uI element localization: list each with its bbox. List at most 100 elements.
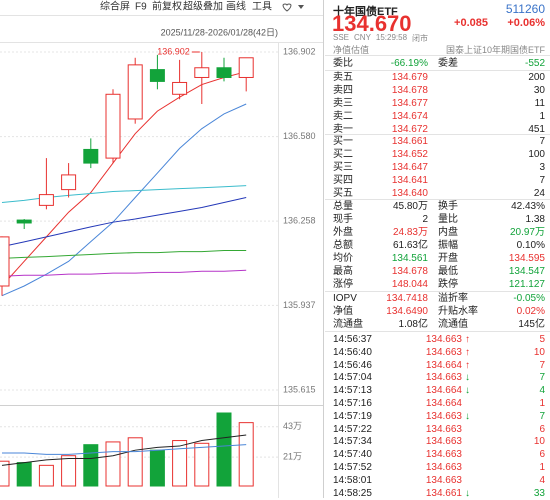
stat-row: 涨停 148.044 跌停 121.127 bbox=[325, 278, 550, 291]
level-label: 买五 bbox=[333, 188, 353, 199]
y-tick-label: 136.580 bbox=[283, 131, 316, 141]
volume-average bbox=[1, 434, 247, 466]
level-label: 买三 bbox=[333, 162, 353, 173]
tick-volume: 4 bbox=[539, 385, 545, 397]
label: 内盘 bbox=[438, 227, 458, 238]
tick-time: 14:57:34 bbox=[333, 436, 372, 448]
candle-body bbox=[127, 64, 143, 120]
value: 45.80万 bbox=[392, 201, 428, 212]
volume-bar bbox=[127, 437, 143, 487]
volume-bar bbox=[0, 460, 10, 487]
value: 20.97万 bbox=[509, 227, 545, 238]
menu-caret[interactable] bbox=[298, 5, 304, 9]
max-label: 136.902 bbox=[157, 46, 190, 56]
level-volume: 1 bbox=[539, 111, 545, 122]
label: 净值 bbox=[333, 306, 353, 317]
nav-label: 净值估值 bbox=[333, 45, 370, 55]
status-bar: SSE CNY 15:29:58 闭市 bbox=[333, 33, 428, 44]
stat-row: 外盘 24.83万 内盘 20.97万 bbox=[325, 226, 550, 239]
tick-row: 14:57:52 134.663 1 bbox=[325, 461, 550, 474]
level-volume: 200 bbox=[528, 72, 545, 83]
label: 均价 bbox=[333, 253, 353, 264]
level-label: 卖四 bbox=[333, 85, 353, 96]
tick-price: 134.663 bbox=[425, 462, 462, 473]
level-label: 卖二 bbox=[333, 111, 353, 122]
date-range: 2025/11/28-2026/01/28(42日) bbox=[161, 27, 278, 37]
change: +0.085 bbox=[454, 17, 488, 29]
moving-average bbox=[1, 197, 247, 248]
level-volume: 100 bbox=[528, 149, 545, 160]
level-label: 卖三 bbox=[333, 98, 353, 109]
volume-bar bbox=[194, 442, 210, 487]
ask-row: 卖五 134.679 200 bbox=[325, 71, 550, 84]
tick-row: 14:56:46 134.664 ↑ 7 bbox=[325, 359, 550, 372]
value: 134.678 bbox=[391, 266, 428, 277]
value: 145亿 bbox=[518, 319, 545, 330]
label: 量比 bbox=[438, 214, 458, 225]
value: 121.127 bbox=[508, 279, 545, 290]
tick-time: 14:57:16 bbox=[333, 398, 372, 409]
volume-bar bbox=[105, 441, 121, 487]
candle-body bbox=[149, 69, 165, 82]
toolbar-item[interactable]: 超级叠加 bbox=[183, 0, 223, 13]
volume-bar bbox=[83, 444, 99, 487]
tick-price: 134.663 bbox=[425, 449, 462, 461]
tick-volume: 10 bbox=[533, 346, 545, 358]
level-price: 134.674 bbox=[391, 111, 428, 122]
y-tick-label: 136.902 bbox=[283, 46, 316, 56]
level-label: 卖五 bbox=[333, 72, 353, 83]
label: 换手 bbox=[438, 201, 458, 212]
level-volume: 11 bbox=[534, 98, 545, 109]
level-price: 134.641 bbox=[391, 175, 428, 186]
toolbar-item[interactable]: 工具 bbox=[252, 1, 272, 13]
level-price: 134.672 bbox=[391, 124, 428, 135]
candle-body bbox=[216, 67, 232, 78]
tick-arrow: ↑ bbox=[465, 334, 470, 345]
tick-time: 14:57:52 bbox=[333, 462, 372, 473]
favorite-icon[interactable] bbox=[282, 3, 292, 12]
tick-volume: 5 bbox=[539, 334, 545, 345]
bid-row: 买一 134.661 7 bbox=[325, 135, 550, 148]
ask-row: 卖三 134.677 11 bbox=[325, 97, 550, 110]
toolbar-item[interactable]: 画线 bbox=[226, 0, 246, 13]
label: 涨停 bbox=[333, 279, 353, 290]
value: 2 bbox=[422, 214, 428, 225]
tick-time: 14:57:40 bbox=[333, 449, 372, 461]
separator bbox=[325, 55, 550, 56]
tick-arrow: ↓ bbox=[465, 372, 470, 384]
volume-tick-label: 21万 bbox=[283, 451, 302, 461]
fund-row: 净值 134.6490 升贴水率 0.02% bbox=[325, 305, 550, 318]
fund-row: IOPV 134.7418 溢折率 -0.05% bbox=[325, 292, 550, 305]
tick-price: 134.663 bbox=[425, 474, 462, 486]
value: 134.547 bbox=[508, 266, 545, 277]
candle-body bbox=[16, 219, 32, 224]
separator bbox=[325, 291, 550, 292]
label: 委差 bbox=[438, 58, 458, 69]
toolbar-item[interactable]: 前复权 bbox=[152, 0, 182, 13]
tick-row: 14:57:16 134.664 1 bbox=[325, 397, 550, 410]
bid-row: 买五 134.640 24 bbox=[325, 187, 550, 200]
toolbar-item[interactable]: F9 bbox=[135, 2, 147, 13]
tick-row: 14:57:19 134.663 ↓ 7 bbox=[325, 410, 550, 423]
tick-arrow: ↑ bbox=[465, 346, 470, 358]
fund-row: 流通盘 1.08亿 流通值 145亿 bbox=[325, 318, 550, 331]
volume-bar bbox=[61, 455, 77, 487]
tick-row: 14:57:22 134.663 6 bbox=[325, 423, 550, 436]
level-price: 134.679 bbox=[391, 72, 428, 83]
moving-average bbox=[1, 185, 247, 203]
candle-body bbox=[105, 93, 121, 159]
change-pct: +0.06% bbox=[507, 17, 545, 29]
label: 总量 bbox=[333, 201, 353, 212]
level-price: 134.652 bbox=[391, 149, 428, 160]
label: 开盘 bbox=[438, 253, 458, 264]
toolbar-item[interactable]: 综合屏 bbox=[100, 0, 130, 13]
tick-volume: 1 bbox=[539, 398, 545, 409]
value: 61.63亿 bbox=[392, 240, 428, 251]
tick-row: 14:57:13 134.664 ↓ 4 bbox=[325, 384, 550, 397]
candle-body bbox=[61, 174, 77, 191]
tick-time: 14:58:01 bbox=[333, 474, 372, 486]
bid-row: 买二 134.652 100 bbox=[325, 148, 550, 161]
volume-tick-label: 43万 bbox=[283, 421, 302, 431]
ask-row: 卖一 134.672 451 bbox=[325, 123, 550, 136]
